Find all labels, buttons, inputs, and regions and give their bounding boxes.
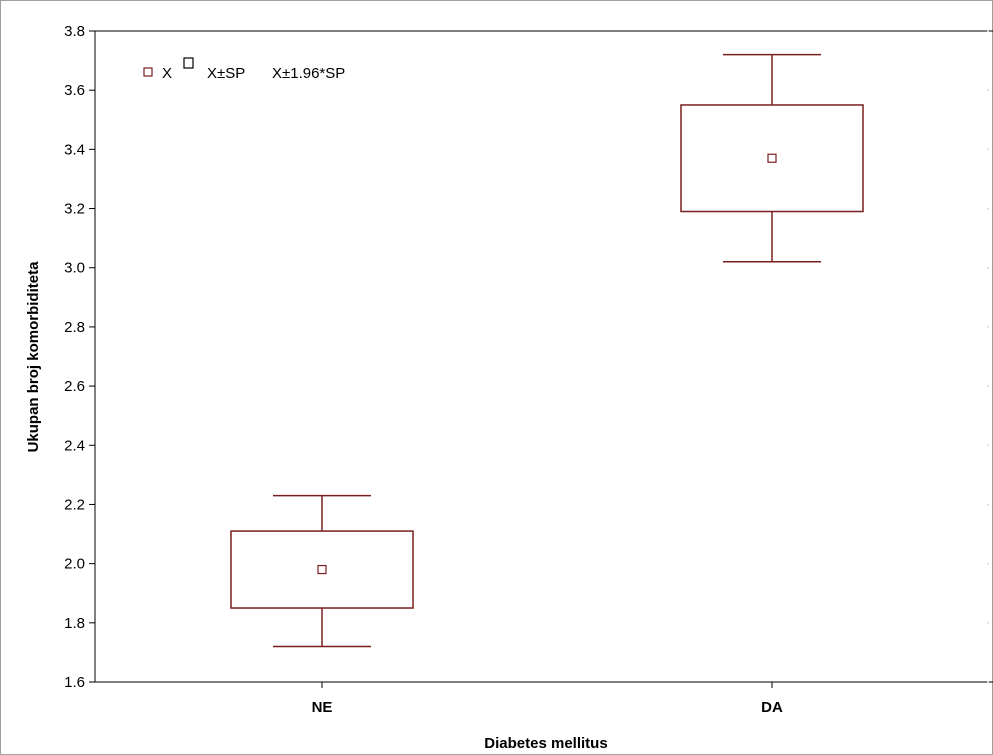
right-edge-dots (987, 30, 989, 683)
y-tick-label: 2.2 (64, 496, 85, 513)
y-axis: 1.6 1.8 2.0 2.2 2.4 2.6 2.8 3.0 3.2 3.4 3.6 3.8 (64, 23, 95, 691)
edge-dot (987, 621, 989, 624)
box-series (230, 53, 864, 648)
y-tick-label: 3.0 (64, 260, 85, 277)
x-axis: NE DA (312, 682, 783, 716)
sp-box (680, 104, 864, 213)
edge-dot (987, 148, 989, 151)
legend-box-label: X±SP (207, 65, 245, 82)
legend: X X±SP X±1.96*SP (143, 57, 345, 82)
x-tick-label: NE (312, 699, 333, 716)
plot-area (94, 30, 993, 683)
y-tick-label: 3.2 (64, 201, 85, 218)
y-tick-label: 2.8 (64, 319, 85, 336)
edge-dot (987, 207, 989, 210)
legend-mean-label: X (162, 65, 172, 82)
edge-dot (987, 385, 989, 388)
edge-dot (987, 89, 989, 92)
legend-whisker-label: X±1.96*SP (272, 65, 345, 82)
y-axis-title: Ukupan broj komorbiditeta (25, 261, 42, 453)
mean-marker (767, 153, 777, 163)
legend-mean-marker (143, 67, 153, 77)
y-tick-label: 3.8 (64, 23, 85, 40)
edge-dot (987, 325, 989, 328)
box-ne (230, 494, 414, 648)
edge-dot (987, 266, 989, 269)
y-tick-label: 3.4 (64, 141, 85, 158)
y-tick-label: 1.6 (64, 674, 85, 691)
y-tick-label: 2.0 (64, 556, 85, 573)
legend-box-marker (183, 57, 194, 69)
mean-marker (317, 564, 327, 575)
x-tick-label: DA (761, 699, 783, 716)
y-tick-label: 3.6 (64, 82, 85, 99)
x-axis-title: Diabetes mellitus (484, 735, 607, 752)
y-tick-label: 2.6 (64, 378, 85, 395)
edge-dot (987, 30, 989, 32)
edge-dot (987, 444, 989, 447)
edge-dot (987, 681, 989, 683)
edge-dot (987, 503, 989, 506)
box-da (680, 53, 864, 263)
y-tick-label: 2.4 (64, 437, 85, 454)
edge-dot (987, 562, 989, 565)
y-tick-label: 1.8 (64, 615, 85, 632)
sp-box (230, 530, 414, 609)
